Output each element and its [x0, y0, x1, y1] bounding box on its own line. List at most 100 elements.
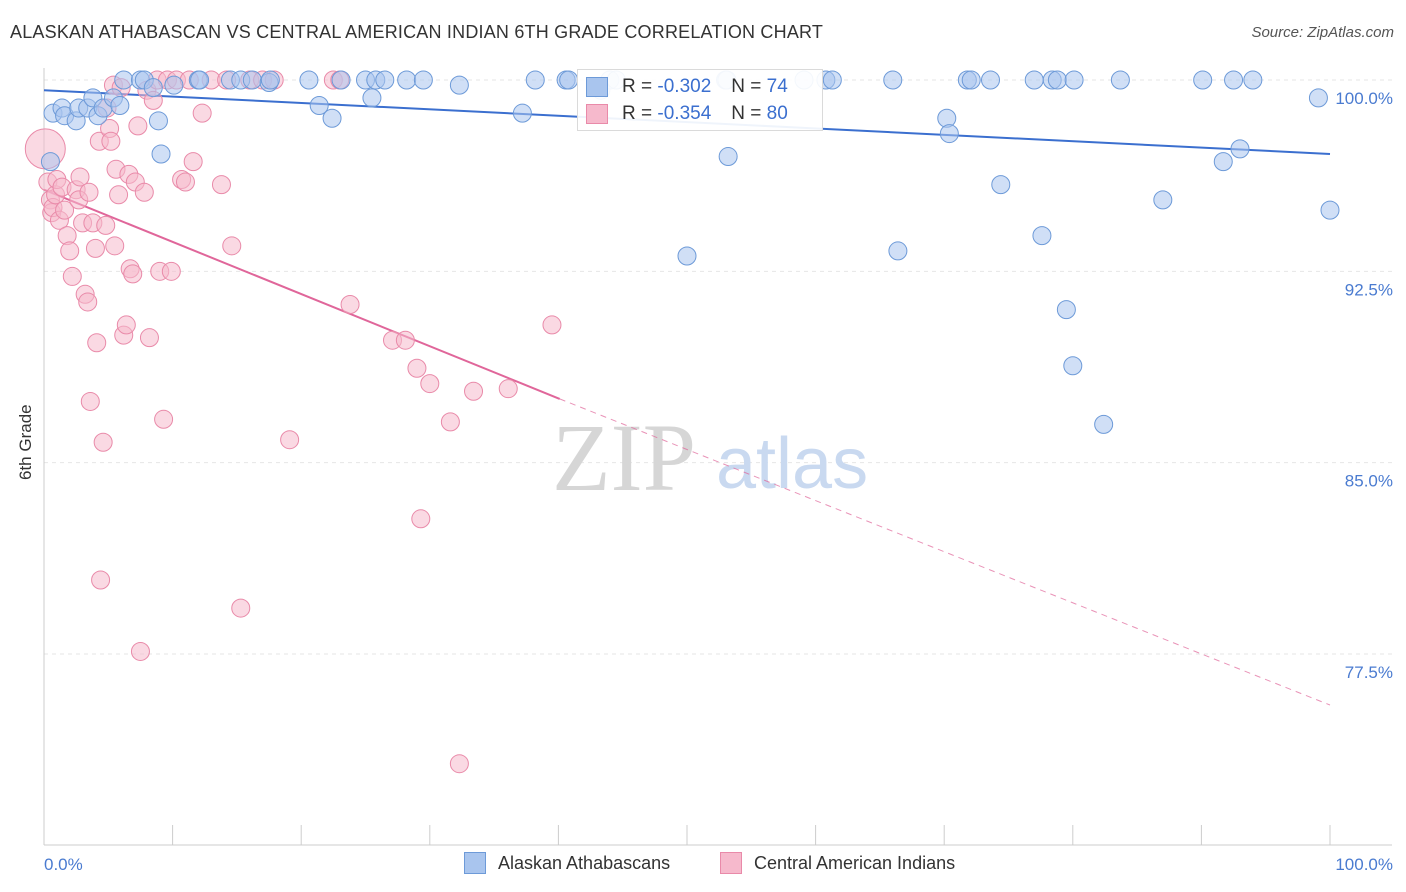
legend-swatch-blue — [586, 77, 608, 97]
data-point — [123, 264, 143, 284]
data-point — [280, 430, 300, 450]
data-points — [24, 70, 1340, 774]
data-point — [498, 379, 518, 399]
data-point — [79, 182, 99, 202]
legend-r-label: R = — [622, 103, 653, 124]
data-point — [148, 111, 168, 131]
data-point — [559, 70, 579, 90]
data-point — [109, 185, 129, 205]
y-tick-labels: 77.5% 85.0% 92.5% 100.0% — [1335, 89, 1393, 682]
data-point — [128, 116, 148, 136]
data-point — [105, 236, 125, 256]
data-point — [192, 103, 212, 123]
data-point — [309, 96, 329, 116]
data-point — [211, 175, 231, 195]
legend-item-central-american-indians[interactable]: Central American Indians — [720, 852, 955, 874]
legend-r-value: -0.302 — [657, 76, 712, 97]
data-point — [242, 70, 262, 90]
data-point — [822, 70, 842, 90]
data-point — [78, 292, 98, 312]
data-point — [1230, 139, 1250, 159]
data-point — [331, 70, 351, 90]
data-point — [299, 70, 319, 90]
data-point — [1047, 70, 1067, 90]
data-point — [85, 238, 105, 258]
y-tick-label: 92.5% — [1345, 280, 1393, 299]
data-point — [677, 246, 697, 266]
data-point — [407, 358, 427, 378]
data-point — [464, 381, 484, 401]
data-point — [80, 391, 100, 411]
data-point — [183, 152, 203, 172]
data-point — [114, 70, 134, 90]
correlation-legend: R = -0.302 N = 74 R = -0.354 N = 80 — [577, 69, 823, 131]
watermark: ZIP atlas — [552, 404, 868, 511]
data-point — [96, 215, 116, 235]
data-point — [130, 641, 150, 661]
legend-r-label: R = — [622, 76, 653, 97]
data-point — [888, 241, 908, 261]
data-point — [222, 236, 242, 256]
watermark-zip: ZIP — [552, 404, 696, 511]
legend-r-value: -0.354 — [657, 103, 712, 124]
legend-n-label: N = — [731, 76, 762, 97]
data-point — [164, 75, 184, 95]
trend-line-extension — [559, 398, 1331, 706]
data-point — [116, 315, 136, 335]
legend-row-athabascan: R = -0.302 N = 74 — [586, 75, 788, 99]
data-point — [980, 70, 1000, 90]
data-point — [231, 598, 251, 618]
data-point — [1094, 414, 1114, 434]
data-point — [93, 432, 113, 452]
data-point — [101, 131, 121, 151]
axes — [43, 68, 1392, 846]
data-point — [1063, 356, 1083, 376]
legend-row-central-american: R = -0.354 N = 80 — [586, 102, 788, 126]
data-point — [395, 330, 415, 350]
legend-n-value: 74 — [766, 76, 788, 97]
data-point — [1213, 152, 1233, 172]
data-point — [1308, 88, 1328, 108]
data-point — [1064, 70, 1084, 90]
data-point — [1193, 70, 1213, 90]
data-point — [542, 315, 562, 335]
data-point — [449, 754, 469, 774]
data-point — [161, 261, 181, 281]
data-point — [362, 88, 382, 108]
data-point — [154, 409, 174, 429]
legend-swatch-blue — [464, 852, 486, 874]
data-point — [110, 96, 130, 116]
watermark-atlas: atlas — [716, 424, 868, 504]
data-point — [62, 266, 82, 286]
data-point — [91, 570, 111, 590]
data-point — [151, 144, 171, 164]
data-point — [375, 70, 395, 90]
legend-item-athabascans[interactable]: Alaskan Athabascans — [464, 852, 670, 874]
data-point — [134, 182, 154, 202]
series-legend: Alaskan Athabascans Central American Ind… — [0, 852, 1406, 876]
legend-label: Alaskan Athabascans — [498, 852, 671, 873]
legend-n-label: N = — [731, 103, 762, 124]
data-point — [260, 70, 280, 90]
data-point — [1320, 200, 1340, 220]
data-point — [139, 328, 159, 348]
data-point — [512, 103, 532, 123]
data-point — [143, 78, 163, 98]
data-point — [397, 70, 417, 90]
data-point — [411, 509, 431, 529]
data-point — [190, 70, 210, 90]
legend-swatch-pink — [720, 852, 742, 874]
data-point — [939, 124, 959, 144]
data-point — [413, 70, 433, 90]
data-point — [883, 70, 903, 90]
x-tick-label: 100.0% — [1335, 855, 1393, 874]
y-tick-label: 77.5% — [1345, 663, 1393, 682]
data-point — [340, 294, 360, 314]
data-point — [87, 333, 107, 353]
data-point — [1024, 70, 1044, 90]
data-point — [718, 147, 738, 167]
chart-title: ALASKAN ATHABASCAN VS CENTRAL AMERICAN I… — [10, 22, 824, 42]
data-point — [1153, 190, 1173, 210]
data-point — [1032, 226, 1052, 246]
data-point — [322, 108, 342, 128]
